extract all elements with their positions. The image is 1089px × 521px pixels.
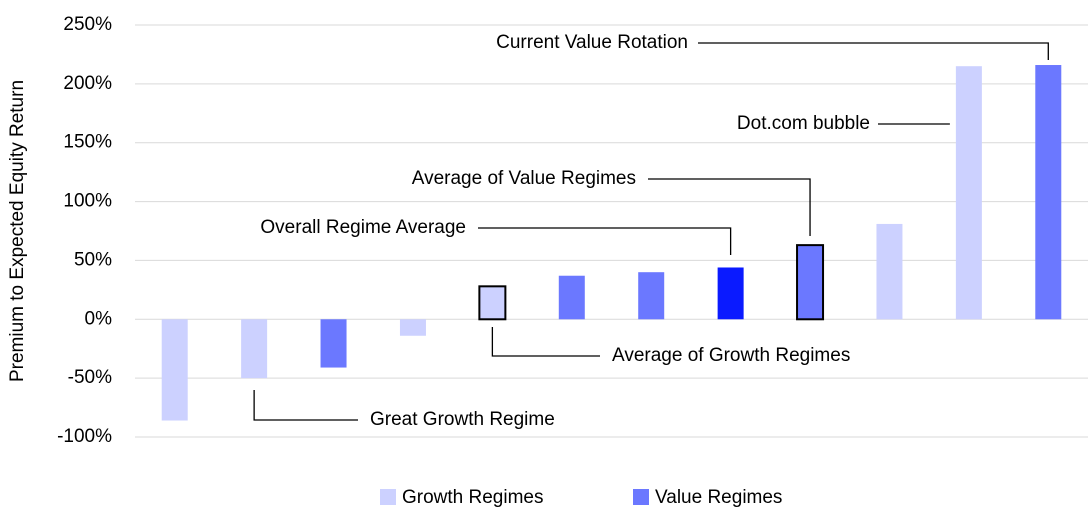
bar <box>638 272 665 320</box>
legend-label: Value Regimes <box>655 487 782 508</box>
annotation: Current Value Rotation <box>496 32 688 53</box>
y-tick-label: 250% <box>63 14 112 35</box>
legend-swatch <box>380 489 396 505</box>
annotation-leader <box>698 42 1049 60</box>
y-axis-label: Premium to Expected Equity Return <box>7 80 28 382</box>
bar <box>955 66 982 320</box>
y-tick-label: 50% <box>74 249 112 270</box>
bar <box>876 223 903 320</box>
legend-label: Growth Regimes <box>402 487 544 508</box>
annotation: Overall Regime Average <box>260 217 466 238</box>
bar <box>399 319 426 336</box>
annotation-leader <box>478 227 732 255</box>
y-tick-label: -100% <box>57 426 112 447</box>
annotation: Average of Growth Regimes <box>612 345 850 366</box>
y-tick-label: 200% <box>63 73 112 94</box>
bar <box>717 267 744 320</box>
bar <box>478 285 507 321</box>
annotation-leader <box>648 178 811 236</box>
bar <box>241 319 268 379</box>
legend-swatch <box>633 489 649 505</box>
annotation-leader <box>253 390 358 421</box>
bar <box>796 244 825 321</box>
bar <box>320 319 347 368</box>
annotation: Dot.com bubble <box>737 113 870 134</box>
annotation-leader <box>491 327 600 357</box>
annotation: Average of Value Regimes <box>412 168 636 189</box>
bar <box>558 275 585 320</box>
bar <box>1035 65 1062 320</box>
y-tick-label: 100% <box>63 191 112 212</box>
y-tick-label: 150% <box>63 132 112 153</box>
y-tick-label: 0% <box>85 308 113 329</box>
y-tick-label: -50% <box>68 367 112 388</box>
bar <box>161 319 188 421</box>
annotation: Great Growth Regime <box>370 409 555 430</box>
